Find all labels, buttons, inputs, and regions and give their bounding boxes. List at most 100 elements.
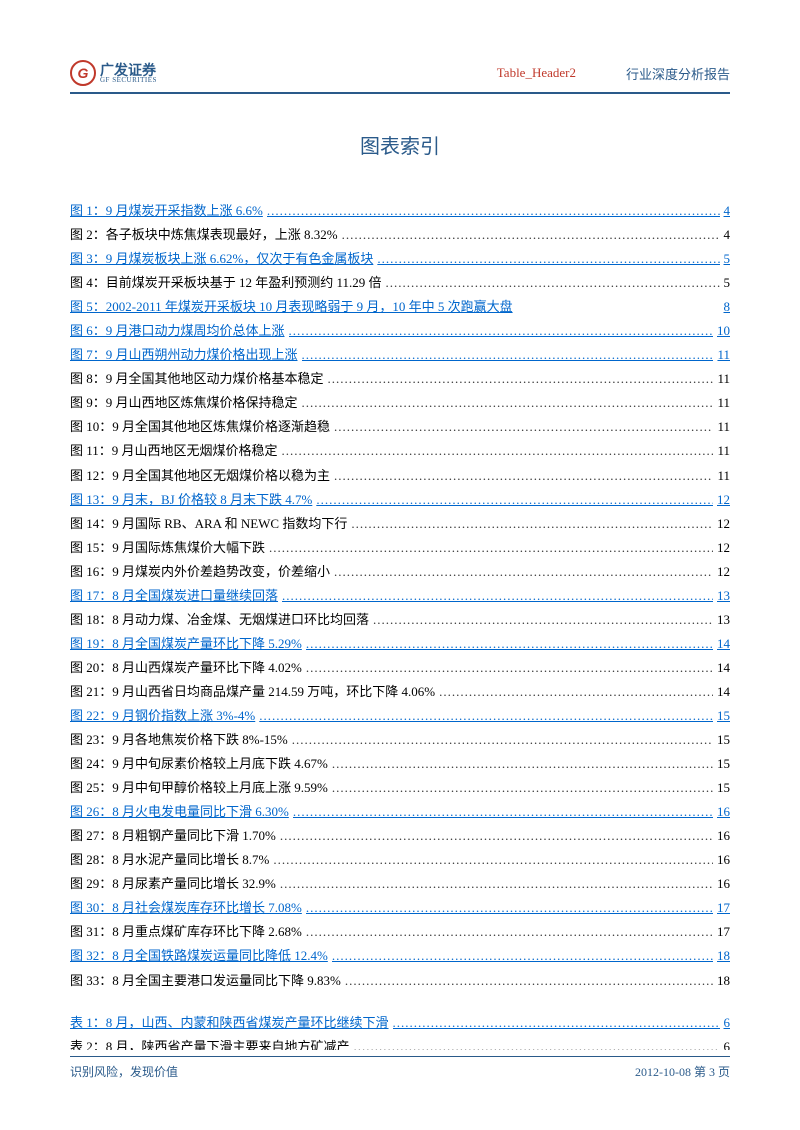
toc-leader-dots: ........................................… bbox=[292, 728, 713, 752]
toc-entry-page[interactable]: 15 bbox=[717, 704, 730, 728]
toc-figure-item[interactable]: 图 30：8 月社会煤炭库存环比增长 7.08%................… bbox=[70, 896, 730, 920]
toc-leader-dots: ........................................… bbox=[345, 969, 713, 993]
toc-entry-page: 18 bbox=[717, 969, 730, 993]
toc-leader-dots: ........................................… bbox=[373, 608, 713, 632]
toc-figure-item: 图 20：8 月山西煤炭产量环比下降 4.02%................… bbox=[70, 656, 730, 680]
toc-figure-item: 图 18：8 月动力煤、冶金煤、无烟煤进口环比均回落..............… bbox=[70, 608, 730, 632]
toc-entry-page[interactable]: 11 bbox=[717, 343, 730, 367]
toc-tables-list: 表 1：8 月，山西、内蒙和陕西省煤炭产量环比继续下滑.............… bbox=[70, 1011, 730, 1050]
toc-entry-label: 图 24：9 月中旬尿素价格较上月底下跌 4.67% bbox=[70, 752, 328, 776]
toc-entry-page[interactable]: 18 bbox=[717, 944, 730, 968]
toc-entry-label: 图 28：8 月水泥产量同比增长 8.7% bbox=[70, 848, 269, 872]
toc-leader-dots: ........................................… bbox=[332, 776, 713, 800]
toc-leader-dots: ........................................… bbox=[316, 488, 713, 512]
toc-entry-page: 14 bbox=[717, 680, 730, 704]
toc-figure-item[interactable]: 图 3：9 月煤炭板块上涨 6.62%，仅次于有色金属板块...........… bbox=[70, 247, 730, 271]
toc-figure-item: 图 9：9 月山西地区炼焦煤价格保持稳定....................… bbox=[70, 391, 730, 415]
toc-entry-label: 图 2：各子板块中炼焦煤表现最好，上涨 8.32% bbox=[70, 223, 338, 247]
toc-leader-dots: ........................................… bbox=[289, 319, 713, 343]
toc-entry-label[interactable]: 图 1：9 月煤炭开采指数上涨 6.6% bbox=[70, 199, 263, 223]
toc-entry-page: 16 bbox=[717, 872, 730, 896]
toc-entry-page[interactable]: 13 bbox=[717, 584, 730, 608]
toc-figure-item[interactable]: 图 17：8 月全国煤炭进口量继续回落.....................… bbox=[70, 584, 730, 608]
toc-entry-label: 图 27：8 月粗钢产量同比下滑 1.70% bbox=[70, 824, 276, 848]
toc-leader-dots: ........................................… bbox=[328, 367, 714, 391]
toc-figure-item[interactable]: 图 26：8 月火电发电量同比下滑 6.30%.................… bbox=[70, 800, 730, 824]
toc-leader-dots: ........................................… bbox=[351, 512, 713, 536]
logo-en-text: GF SECURITIES bbox=[100, 77, 157, 84]
toc-entry-page: 11 bbox=[717, 367, 730, 391]
toc-entry-label: 表 2：8 月，陕西省产量下滑主要来自地方矿减产 bbox=[70, 1035, 350, 1050]
toc-figure-item: 图 27：8 月粗钢产量同比下滑 1.70%..................… bbox=[70, 824, 730, 848]
toc-entry-label[interactable]: 图 19：8 月全国煤炭产量环比下降 5.29% bbox=[70, 632, 302, 656]
toc-entry-label[interactable]: 图 30：8 月社会煤炭库存环比增长 7.08% bbox=[70, 896, 302, 920]
toc-entry-label[interactable]: 图 3：9 月煤炭板块上涨 6.62%，仅次于有色金属板块 bbox=[70, 247, 373, 271]
toc-entry-label[interactable]: 图 17：8 月全国煤炭进口量继续回落 bbox=[70, 584, 278, 608]
toc-entry-label[interactable]: 图 22：9 月钢价指数上涨 3%-4% bbox=[70, 704, 255, 728]
toc-entry-label[interactable]: 图 7：9 月山西朔州动力煤价格出现上涨 bbox=[70, 343, 298, 367]
toc-entry-label[interactable]: 图 6：9 月港口动力煤周均价总体上涨 bbox=[70, 319, 285, 343]
toc-entry-page[interactable]: 17 bbox=[717, 896, 730, 920]
toc-leader-dots: ........................................… bbox=[273, 848, 713, 872]
toc-figure-item[interactable]: 图 22：9 月钢价指数上涨 3%-4%....................… bbox=[70, 704, 730, 728]
toc-entry-page: 11 bbox=[717, 391, 730, 415]
toc-entry-page[interactable]: 8 bbox=[724, 295, 731, 319]
toc-entry-label[interactable]: 图 26：8 月火电发电量同比下滑 6.30% bbox=[70, 800, 289, 824]
toc-entry-page[interactable]: 6 bbox=[724, 1011, 731, 1035]
toc-leader-dots: ........................................… bbox=[393, 1011, 720, 1035]
toc-figure-item: 图 31：8 月重点煤矿库存环比下降 2.68%................… bbox=[70, 920, 730, 944]
toc-entry-label[interactable]: 图 32：8 月全国铁路煤炭运量同比降低 12.4% bbox=[70, 944, 328, 968]
toc-figure-item[interactable]: 图 19：8 月全国煤炭产量环比下降 5.29%................… bbox=[70, 632, 730, 656]
toc-figure-item[interactable]: 图 13：9 月末，BJ 价格较 8 月末下跌 4.7%............… bbox=[70, 488, 730, 512]
toc-entry-page[interactable]: 14 bbox=[717, 632, 730, 656]
toc-entry-page: 11 bbox=[717, 415, 730, 439]
toc-entry-label: 图 25：9 月中旬甲醇价格较上月底上涨 9.59% bbox=[70, 776, 328, 800]
toc-figure-item: 图 4：目前煤炭开采板块基于 12 年盈利预测约 11.29 倍........… bbox=[70, 271, 730, 295]
toc-entry-label: 图 16：9 月煤炭内外价差趋势改变，价差缩小 bbox=[70, 560, 330, 584]
toc-figure-item[interactable]: 图 7：9 月山西朔州动力煤价格出现上涨....................… bbox=[70, 343, 730, 367]
toc-entry-page: 11 bbox=[717, 464, 730, 488]
toc-figure-item[interactable]: 图 32：8 月全国铁路煤炭运量同比降低 12.4%..............… bbox=[70, 944, 730, 968]
table-header-label: Table_Header2 bbox=[497, 65, 576, 81]
toc-entry-page[interactable]: 5 bbox=[724, 247, 731, 271]
toc-entry-label: 图 31：8 月重点煤矿库存环比下降 2.68% bbox=[70, 920, 302, 944]
toc-leader-dots: ........................................… bbox=[282, 439, 714, 463]
toc-entry-label[interactable]: 表 1：8 月，山西、内蒙和陕西省煤炭产量环比继续下滑 bbox=[70, 1011, 389, 1035]
toc-leader-dots: ........................................… bbox=[302, 391, 714, 415]
toc-table-item[interactable]: 表 1：8 月，山西、内蒙和陕西省煤炭产量环比继续下滑.............… bbox=[70, 1011, 730, 1035]
toc-entry-page: 17 bbox=[717, 920, 730, 944]
toc-figure-item[interactable]: 图 6：9 月港口动力煤周均价总体上涨.....................… bbox=[70, 319, 730, 343]
toc-entry-label: 图 18：8 月动力煤、冶金煤、无烟煤进口环比均回落 bbox=[70, 608, 369, 632]
toc-leader-dots: ........................................… bbox=[377, 247, 719, 271]
toc-figure-item: 图 8：9 月全国其他地区动力煤价格基本稳定..................… bbox=[70, 367, 730, 391]
toc-entry-page[interactable]: 16 bbox=[717, 800, 730, 824]
toc-leader-dots: ........................................… bbox=[280, 872, 713, 896]
company-logo: 广发证券 GF SECURITIES bbox=[70, 60, 157, 86]
toc-figure-item: 图 14：9 月国际 RB、ARA 和 NEWC 指数均下行..........… bbox=[70, 512, 730, 536]
toc-entry-page: 13 bbox=[717, 608, 730, 632]
toc-leader-dots: ........................................… bbox=[334, 464, 713, 488]
toc-entry-label: 图 12：9 月全国其他地区无烟煤价格以稳为主 bbox=[70, 464, 330, 488]
toc-figure-item: 图 23：9 月各地焦炭价格下跌 8%-15%.................… bbox=[70, 728, 730, 752]
toc-figure-item: 图 29：8 月尿素产量同比增长 32.9%..................… bbox=[70, 872, 730, 896]
logo-icon bbox=[70, 60, 96, 86]
toc-figure-item: 图 21：9 月山西省日均商品煤产量 214.59 万吨，环比下降 4.06%.… bbox=[70, 680, 730, 704]
toc-figure-item[interactable]: 图 5：2002-2011 年煤炭开采板块 10 月表现略弱于 9 月，10 年… bbox=[70, 295, 730, 319]
toc-leader-dots: ........................................… bbox=[306, 656, 713, 680]
toc-leader-dots: ........................................… bbox=[439, 680, 713, 704]
toc-leader-dots: ........................................… bbox=[386, 271, 720, 295]
toc-leader-dots: ........................................… bbox=[259, 704, 713, 728]
toc-entry-label: 图 20：8 月山西煤炭产量环比下降 4.02% bbox=[70, 656, 302, 680]
toc-entry-page[interactable]: 12 bbox=[717, 488, 730, 512]
toc-entry-page[interactable]: 10 bbox=[717, 319, 730, 343]
toc-entry-label[interactable]: 图 5：2002-2011 年煤炭开采板块 10 月表现略弱于 9 月，10 年… bbox=[70, 295, 724, 319]
toc-leader-dots: ........................................… bbox=[280, 824, 713, 848]
toc-entry-page[interactable]: 4 bbox=[724, 199, 731, 223]
logo-cn-text: 广发证券 bbox=[100, 63, 157, 77]
toc-leader-dots: ........................................… bbox=[354, 1035, 720, 1050]
toc-figure-item[interactable]: 图 1：9 月煤炭开采指数上涨 6.6%....................… bbox=[70, 199, 730, 223]
toc-table-item: 表 2：8 月，陕西省产量下滑主要来自地方矿减产................… bbox=[70, 1035, 730, 1050]
toc-figure-item: 图 2：各子板块中炼焦煤表现最好，上涨 8.32%...............… bbox=[70, 223, 730, 247]
toc-leader-dots: ........................................… bbox=[306, 920, 713, 944]
toc-entry-label[interactable]: 图 13：9 月末，BJ 价格较 8 月末下跌 4.7% bbox=[70, 488, 312, 512]
